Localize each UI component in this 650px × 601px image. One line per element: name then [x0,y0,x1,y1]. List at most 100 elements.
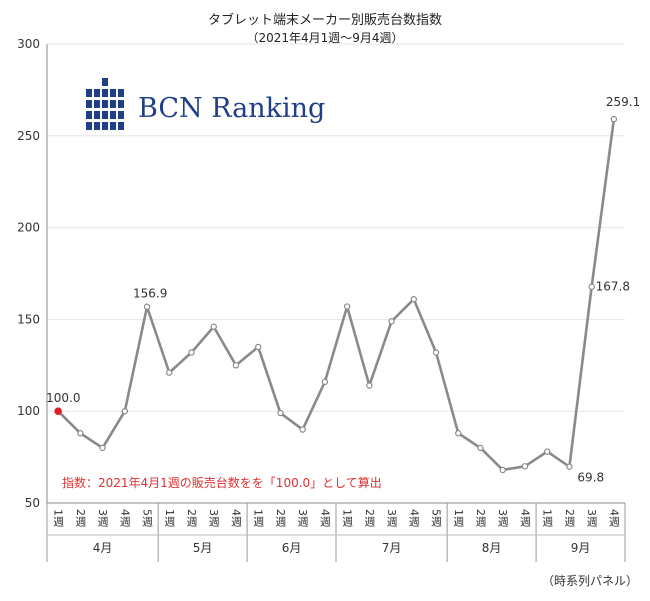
y-tick-label: 50 [25,496,40,510]
data-point [54,407,62,416]
logo-square [102,122,108,130]
y-tick-label: 200 [17,221,40,235]
x-tick-label: 4週 [518,509,531,527]
x-tick-label: 2週 [474,509,487,527]
chart-subtitle: （2021年4月1週〜9月4週） [246,31,403,45]
x-tick-label: 5週 [141,509,154,527]
data-point [388,318,395,325]
logo-square [102,78,108,86]
month-labels: 4月 5月 6月 7月 8月 9月 [46,503,626,562]
month-label: 7月 [382,541,402,555]
logo-square [110,111,116,119]
x-tick-label: 2週 [363,509,376,527]
x-tick-label: 2週 [185,509,198,527]
data-point [321,378,329,386]
data-point [143,303,151,310]
x-tick-label: 5週 [430,509,443,527]
logo-square [94,111,100,119]
y-tick-label: 250 [17,129,40,143]
data-label: 156.9 [133,287,167,301]
x-tick-label: 3週 [585,509,598,527]
logo-square [86,100,92,108]
x-tick-label: 1週 [52,509,65,527]
month-label: 9月 [571,541,591,555]
month-label: 5月 [193,541,213,555]
x-tick-label: 1週 [163,509,176,527]
data-labels: 100.0 156.9 69.8 167.8 259.1 [46,95,640,485]
logo-square [102,100,108,108]
data-points [54,115,618,474]
data-point [566,463,573,470]
data-point [521,463,529,470]
data-label: 100.0 [46,391,80,405]
data-point [432,349,440,356]
x-tick-label: 2週 [74,509,87,527]
logo-square [86,89,92,97]
data-point [254,343,262,351]
series-line [57,118,616,472]
logo-square [86,122,92,130]
x-tick-label: 3週 [496,509,509,527]
panel-footer: （時系列パネル） [542,574,638,588]
x-tick-label: 3週 [296,509,309,527]
data-point [588,283,595,290]
x-tick-label: 3週 [207,509,220,527]
month-label: 6月 [282,541,302,555]
data-label: 259.1 [606,95,640,109]
data-point [121,408,129,415]
bcn-logo-mark-icon [86,78,124,130]
data-point [299,426,306,433]
logo-square [110,122,116,130]
data-point [77,430,84,437]
grid-lines [47,43,625,412]
x-tick-label: 2週 [274,509,287,527]
logo-square [94,122,100,130]
month-label: 8月 [482,541,502,555]
logo-square [110,89,116,97]
series-polyline [57,118,616,472]
data-label: 167.8 [596,280,630,294]
y-tick-label: 100 [17,404,40,418]
x-tick-label: 2週 [563,509,576,527]
data-point [166,369,173,376]
chart-title: タブレット端末メーカー別販売台数指数 [208,12,442,28]
x-tick-label: 3週 [385,509,398,527]
logo-square [102,111,108,119]
data-point [366,382,373,389]
y-tick-label: 150 [17,312,40,326]
data-point [499,466,506,474]
axes [46,44,625,504]
logo-square [94,89,100,97]
data-point [232,362,240,369]
x-tick-label: 4週 [407,509,420,527]
logo-square [94,100,100,108]
data-point [210,323,217,330]
x-tick-label: 4週 [229,509,242,527]
x-tick-label: 4週 [118,509,131,527]
bcn-logo: BCN Ranking [86,78,325,130]
logo-square [118,100,124,108]
x-tick-label: 1週 [252,509,265,527]
data-point [99,444,106,452]
data-point [455,430,462,437]
data-point [343,303,351,310]
x-tick-label: 3週 [96,509,109,527]
y-tick-label: 300 [17,37,40,51]
data-point [277,409,284,417]
logo-square [118,111,124,119]
logo-square [118,122,124,130]
x-tick-label: 4週 [607,509,620,527]
x-tick-label: 1週 [541,509,554,527]
data-point [610,115,618,123]
x-tick-label: 1週 [452,509,465,527]
logo-square [86,111,92,119]
y-axis-ticks: 50 100 150 200 250 300 [17,37,40,510]
month-label: 4月 [93,541,113,555]
data-point [188,349,195,356]
index-note: 指数：2021年4月1週の販売台数をを「100.0」として算出 [62,475,382,490]
data-point [477,444,484,452]
x-tick-label: 4週 [318,509,331,527]
logo-square [110,100,116,108]
data-label: 69.8 [577,471,604,485]
